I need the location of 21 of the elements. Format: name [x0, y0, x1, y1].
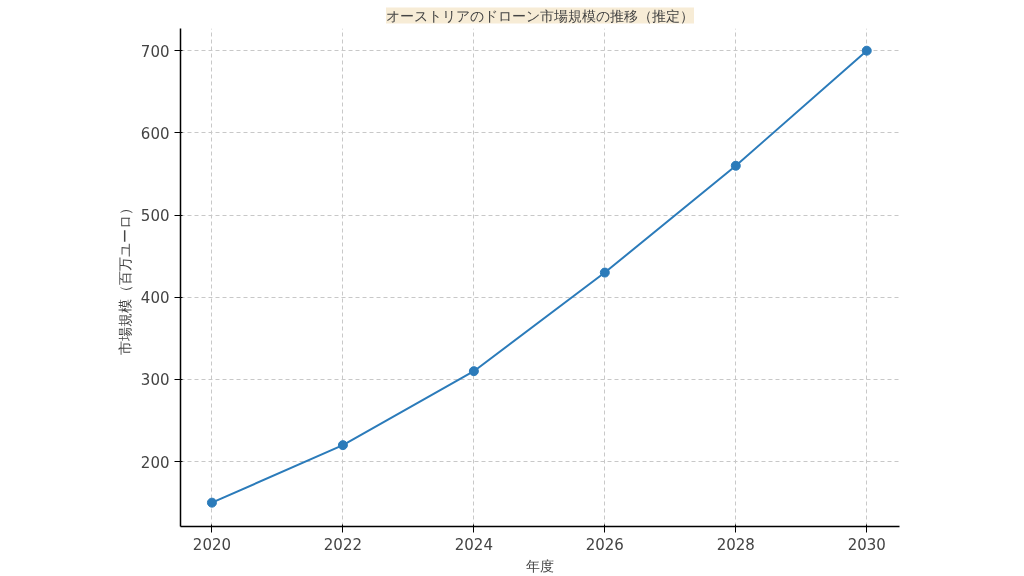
point — [730, 160, 741, 171]
point — [468, 366, 479, 377]
y-tick-label: 500 — [140, 207, 170, 226]
y-tick-label: 200 — [140, 453, 170, 472]
x-tick-label: 2020 — [192, 535, 232, 554]
point — [599, 267, 610, 278]
y-axis-title: 市場規模（百万ユーロ） — [116, 200, 133, 355]
x-tick-label: 2028 — [716, 535, 755, 554]
y-tick-label: 400 — [140, 289, 170, 308]
point — [337, 440, 348, 451]
y-tick-label: 600 — [140, 124, 170, 143]
x-tick-label: 2030 — [847, 535, 886, 554]
y-tick-label: 300 — [140, 371, 170, 390]
x-tick-label: 2024 — [454, 535, 493, 554]
point — [861, 45, 872, 56]
x-tick-label: 2026 — [585, 535, 624, 554]
chart-title: オーストリアのドローン市場規模の推移（推定） — [386, 7, 694, 24]
y-tick-label: 700 — [140, 42, 170, 61]
point — [206, 497, 217, 508]
x-axis-title: 年度 — [526, 557, 554, 574]
x-tick-label: 2022 — [323, 535, 362, 554]
